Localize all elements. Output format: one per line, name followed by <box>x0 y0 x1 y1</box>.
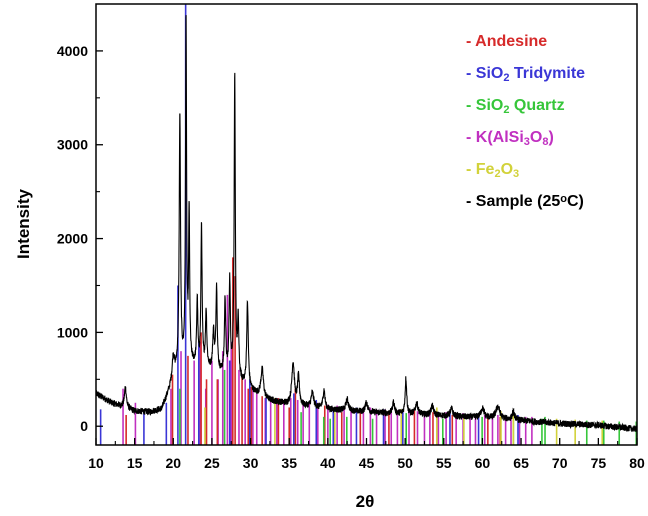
legend-item-sample: - Sample (25oC) <box>466 193 584 210</box>
x-tick-label: 15 <box>127 455 143 471</box>
x-tick-label: 35 <box>281 455 297 471</box>
x-tick-label: 70 <box>552 455 568 471</box>
legend-item-quartz: - SiO2 Quartz <box>466 97 565 116</box>
legend-item-andesine: - Andesine <box>466 33 547 50</box>
x-tick-label: 65 <box>513 455 529 471</box>
x-tick-label: 45 <box>359 455 375 471</box>
x-tick-label: 75 <box>591 455 607 471</box>
x-tick-label: 10 <box>88 455 104 471</box>
x-tick-label: 30 <box>243 455 259 471</box>
x-tick-label: 80 <box>629 455 645 471</box>
legend-item-fe2o3: - Fe2O3 <box>466 161 519 180</box>
y-axis-title: Intensity <box>14 189 33 259</box>
y-tick-label: 1000 <box>57 324 88 340</box>
x-tick-label: 20 <box>165 455 181 471</box>
x-tick-label: 50 <box>397 455 413 471</box>
x-tick-label: 60 <box>475 455 491 471</box>
x-axis-title: 2θ <box>356 492 375 511</box>
y-tick-label: 3000 <box>57 137 88 153</box>
legend: - Andesine - SiO2 Tridymite - SiO2 Quartz -… <box>466 33 585 210</box>
legend-item-tridymite: - SiO2 Tridymite <box>466 65 585 84</box>
x-tick-label: 55 <box>436 455 452 471</box>
y-tick-label: 2000 <box>57 231 88 247</box>
x-tick-label: 40 <box>320 455 336 471</box>
legend-item-kalsi: - K(AlSi3O8) <box>466 129 554 148</box>
x-tick-label: 25 <box>204 455 220 471</box>
y-tick-label: 4000 <box>57 43 88 59</box>
y-tick-label: 0 <box>80 418 88 434</box>
